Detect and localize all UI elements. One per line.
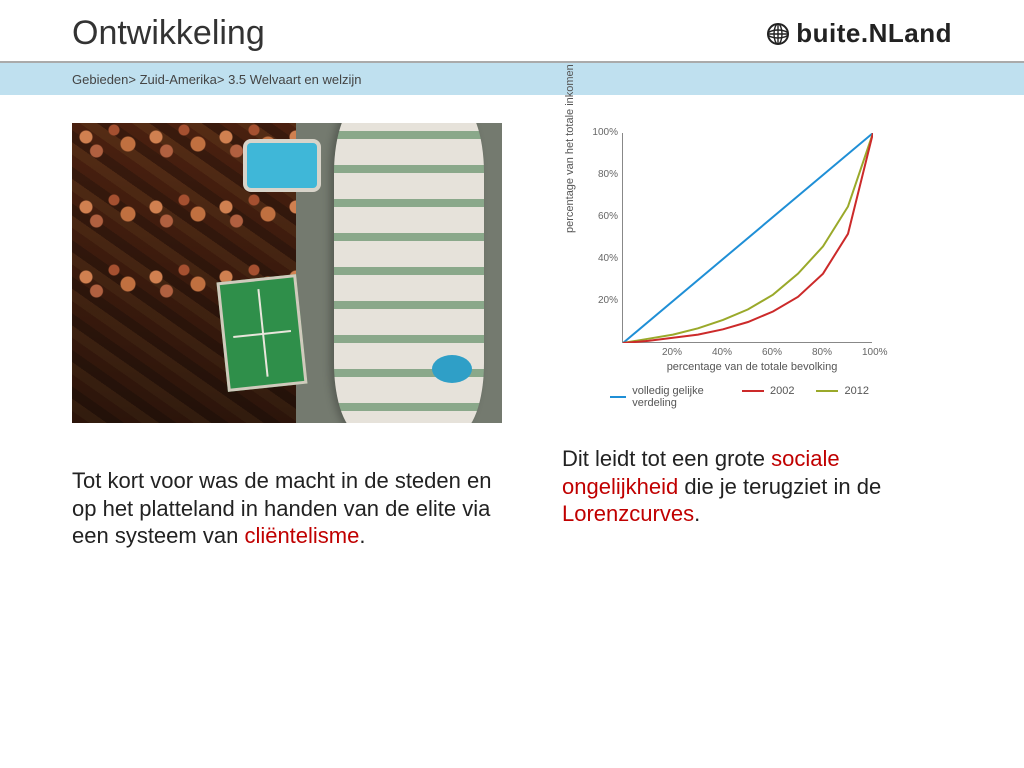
chart-y-label: percentage van het totale inkomen: [564, 64, 576, 233]
legend-swatch: [610, 396, 626, 398]
chart-y-tick: 20%: [578, 295, 618, 306]
legend-label: volledig gelijke verdeling: [632, 385, 720, 409]
brand-text: buite.NLand: [796, 18, 952, 49]
chart-x-tick: 40%: [712, 347, 732, 358]
highlight-clientelisme: cliëntelisme: [244, 523, 359, 548]
chart-legend: volledig gelijke verdeling 2002 2012: [610, 385, 869, 409]
legend-swatch: [816, 390, 838, 392]
page-title: Ontwikkeling: [72, 14, 265, 53]
left-paragraph: Tot kort voor was de macht in de steden …: [72, 467, 502, 550]
lorenz-chart: percentage van het totale inkomen percen…: [572, 123, 902, 423]
highlight-lorenzcurves: Lorenzcurves: [562, 501, 694, 526]
legend-item: 2002: [742, 385, 794, 397]
globe-icon: [766, 22, 790, 46]
chart-x-tick: 60%: [762, 347, 782, 358]
chart-y-tick: 60%: [578, 211, 618, 222]
chart-y-tick: 80%: [578, 169, 618, 180]
legend-item: 2012: [816, 385, 868, 397]
chart-x-tick: 80%: [812, 347, 832, 358]
contrast-photo: [72, 123, 502, 423]
chart-y-tick: 100%: [578, 127, 618, 138]
breadcrumb-text: Gebieden> Zuid-Amerika> 3.5 Welvaart en …: [72, 72, 362, 87]
chart-series-volledig-gelijke-verdeling: [623, 133, 873, 343]
chart-x-label: percentage van de totale bevolking: [622, 361, 882, 373]
legend-item: volledig gelijke verdeling: [610, 385, 720, 409]
legend-label: 2002: [770, 385, 794, 397]
chart-x-tick: 100%: [862, 347, 888, 358]
chart-y-tick: 40%: [578, 253, 618, 264]
legend-label: 2012: [844, 385, 868, 397]
chart-svg: [623, 133, 873, 343]
right-paragraph: Dit leidt tot een grote sociale ongelijk…: [562, 445, 922, 528]
brand-logo: buite.NLand: [766, 18, 952, 49]
chart-x-tick: 20%: [662, 347, 682, 358]
legend-swatch: [742, 390, 764, 392]
breadcrumb: Gebieden> Zuid-Amerika> 3.5 Welvaart en …: [0, 63, 1024, 95]
